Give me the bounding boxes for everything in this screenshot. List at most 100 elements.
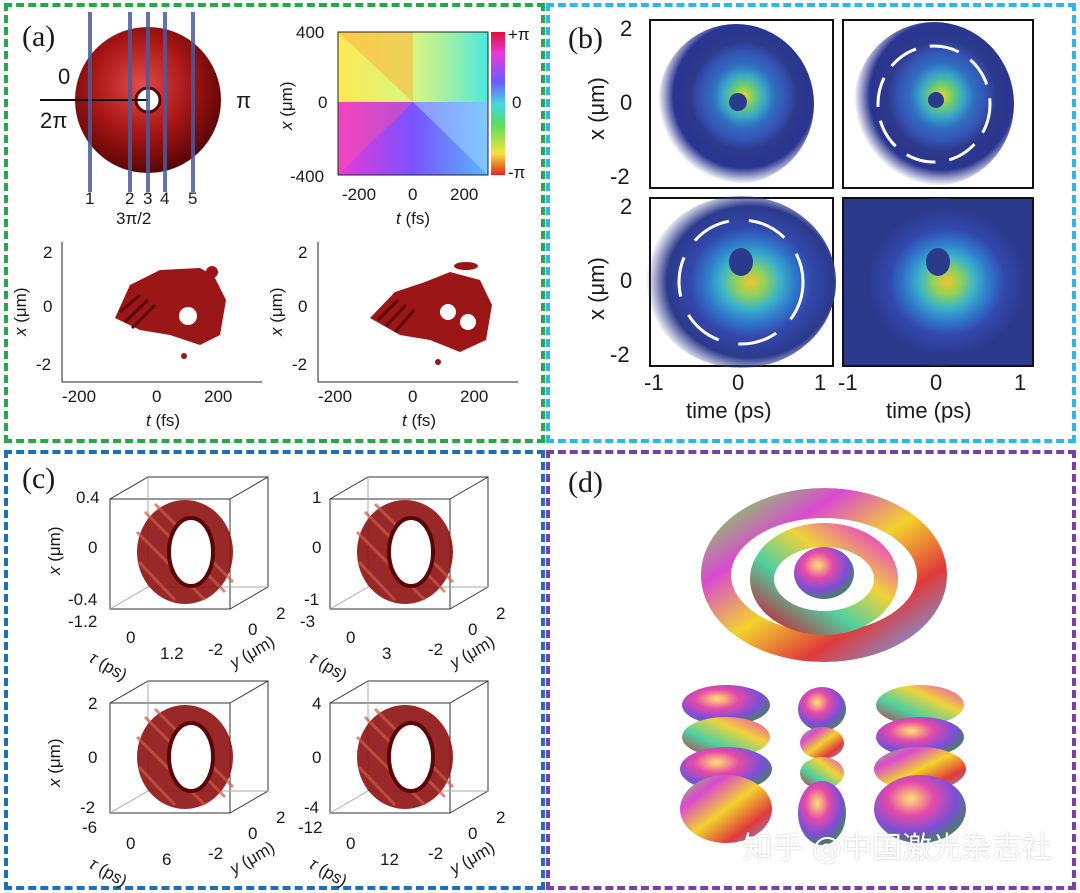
iso-left-xtick-200: 200 [204, 387, 232, 406]
b-bot-ylabel: x (μm) [584, 257, 609, 320]
iso-right-xlabel: t (fs) [402, 411, 436, 430]
panel-d-graphics [680, 488, 966, 845]
c3-xtick-mid: 0 [88, 748, 97, 767]
c1-xtick-bot: -0.4 [68, 590, 97, 609]
panel-d-label: (d) [568, 466, 603, 499]
phase-colorbar [491, 32, 505, 175]
torus-phase-pi: π [236, 88, 251, 113]
c3-tautick-1: -6 [82, 818, 97, 837]
c1-taulabel: τ (ps) [86, 648, 130, 685]
phase-map [337, 31, 489, 176]
iso-plot-right [317, 242, 518, 383]
b-right-xtick-1: 1 [1014, 370, 1026, 395]
watermark: 知乎 @中国激光杂志社 [742, 831, 1052, 866]
c4-tautick-2: 0 [346, 834, 355, 853]
panel-c [4, 450, 545, 890]
torus-phase-3pi2: 3π/2 [116, 209, 151, 228]
nested-tori [701, 488, 947, 662]
iso-right-ylabel: x (μm) [267, 287, 286, 337]
c3-tautick-2: 0 [126, 834, 135, 853]
b-bot-ytick-minus-2: -2 [610, 342, 630, 367]
c1-xtick-top: 0.4 [76, 488, 100, 507]
slice-label-3: 3 [143, 189, 152, 208]
b-right-xlabel: time (ps) [886, 398, 972, 423]
c4-ytick-1: -2 [428, 844, 443, 863]
c2-tautick-3: 3 [382, 644, 391, 663]
b-top-ytick-0: 0 [620, 90, 632, 115]
iso-right-ytick-minus-2: -2 [292, 355, 307, 374]
c1-xtick-mid: 0 [88, 538, 97, 557]
panel-a-graphics: 0 2π π 1 2 3 4 5 3π/2 +π 0 -π 400 0 -400… [11, 12, 530, 430]
c2-tautick-2: 0 [346, 628, 355, 647]
c-plot-3 [109, 680, 269, 814]
iso-right-ytick-0: 0 [298, 297, 307, 316]
c1-xlabel: x (μm) [45, 526, 64, 576]
c3-ytick-3: 2 [276, 808, 285, 827]
iso-left-ytick-minus-2: -2 [36, 355, 51, 374]
c3-ytick-2: 0 [248, 824, 257, 843]
phase-map-ytick-0: 0 [318, 93, 327, 112]
c4-tautick-3: 12 [380, 850, 399, 869]
c3-ytick-1: -2 [208, 844, 223, 863]
c1-tautick-1: -1.2 [68, 612, 97, 631]
c1-ytick-1: -2 [208, 640, 223, 659]
c2-xtick-top: 1 [312, 488, 321, 507]
slice-label-5: 5 [188, 189, 197, 208]
torus-isosurface [40, 12, 221, 192]
c4-xtick-bot: -4 [304, 798, 319, 817]
c4-tautick-1: -12 [298, 818, 323, 837]
c2-taulabel: τ (ps) [306, 648, 350, 685]
phase-map-xtick-0: 0 [408, 185, 417, 204]
b-top-ytick-2: 2 [620, 16, 632, 41]
lobe-stack-middle [798, 687, 846, 845]
c-plot-2 [329, 476, 489, 610]
heatmap-top-left [649, 19, 834, 189]
panel-b-label: (b) [568, 22, 603, 55]
slice-label-4: 4 [160, 189, 169, 208]
b-left-xlabel: time (ps) [686, 398, 772, 423]
panel-a [4, 3, 545, 443]
c3-xlabel: x (μm) [45, 738, 64, 788]
colorbar-tick-plus-pi: +π [508, 25, 530, 44]
iso-right-xtick-200: 200 [460, 387, 488, 406]
b-top-ylabel: x (μm) [584, 77, 609, 140]
c1-ytick-3: 2 [276, 604, 285, 623]
phase-map-xtick-minus-200: -200 [342, 185, 376, 204]
panel-c-graphics: 0.4 0 -0.4 -1.2 0 1.2 -2 0 2 x (μm) τ (p… [45, 476, 505, 891]
c2-xtick-bot: -1 [304, 590, 319, 609]
c2-xtick-mid: 0 [312, 538, 321, 557]
c4-ytick-2: 0 [468, 824, 477, 843]
panel-a-label: (a) [22, 20, 56, 53]
b-top-ytick-minus-2: -2 [610, 164, 630, 189]
phase-map-ytick-minus-400: -400 [290, 167, 324, 186]
b-bot-ytick-2: 2 [620, 194, 632, 219]
iso-left-xtick-0: 0 [152, 387, 161, 406]
c2-ytick-3: 2 [496, 604, 505, 623]
lobe-stack-right [874, 685, 966, 843]
c1-tautick-2: 0 [126, 628, 135, 647]
panel-c-label: (c) [22, 462, 56, 495]
b-bot-ytick-0: 0 [620, 268, 632, 293]
b-right-xtick-0: 0 [930, 370, 942, 395]
c1-ytick-2: 0 [248, 620, 257, 639]
c4-ylabel: y (μm) [446, 838, 498, 879]
b-left-xtick-0: 0 [732, 370, 744, 395]
iso-plot-left [61, 242, 262, 383]
iso-left-ytick-0: 0 [43, 297, 52, 316]
torus-phase-2pi: 2π [40, 108, 67, 133]
phase-map-xlabel: t (fs) [396, 209, 430, 228]
b-left-xtick-minus-1: -1 [644, 370, 664, 395]
iso-left-ylabel: x (μm) [11, 287, 30, 337]
panel-b [546, 3, 1076, 443]
torus-phase-0: 0 [58, 64, 70, 89]
heatmap-top-right [842, 19, 1034, 189]
c4-xtick-mid: 0 [312, 748, 321, 767]
c-plot-1 [109, 476, 269, 610]
c2-tautick-1: -3 [300, 612, 315, 631]
iso-right-ytick-2: 2 [298, 243, 307, 262]
iso-right-xtick-0: 0 [408, 387, 417, 406]
c3-ylabel: y (μm) [226, 838, 278, 879]
b-left-xtick-1: 1 [814, 370, 826, 395]
phase-map-xtick-200: 200 [450, 185, 478, 204]
lobe-stack-left [680, 685, 772, 843]
